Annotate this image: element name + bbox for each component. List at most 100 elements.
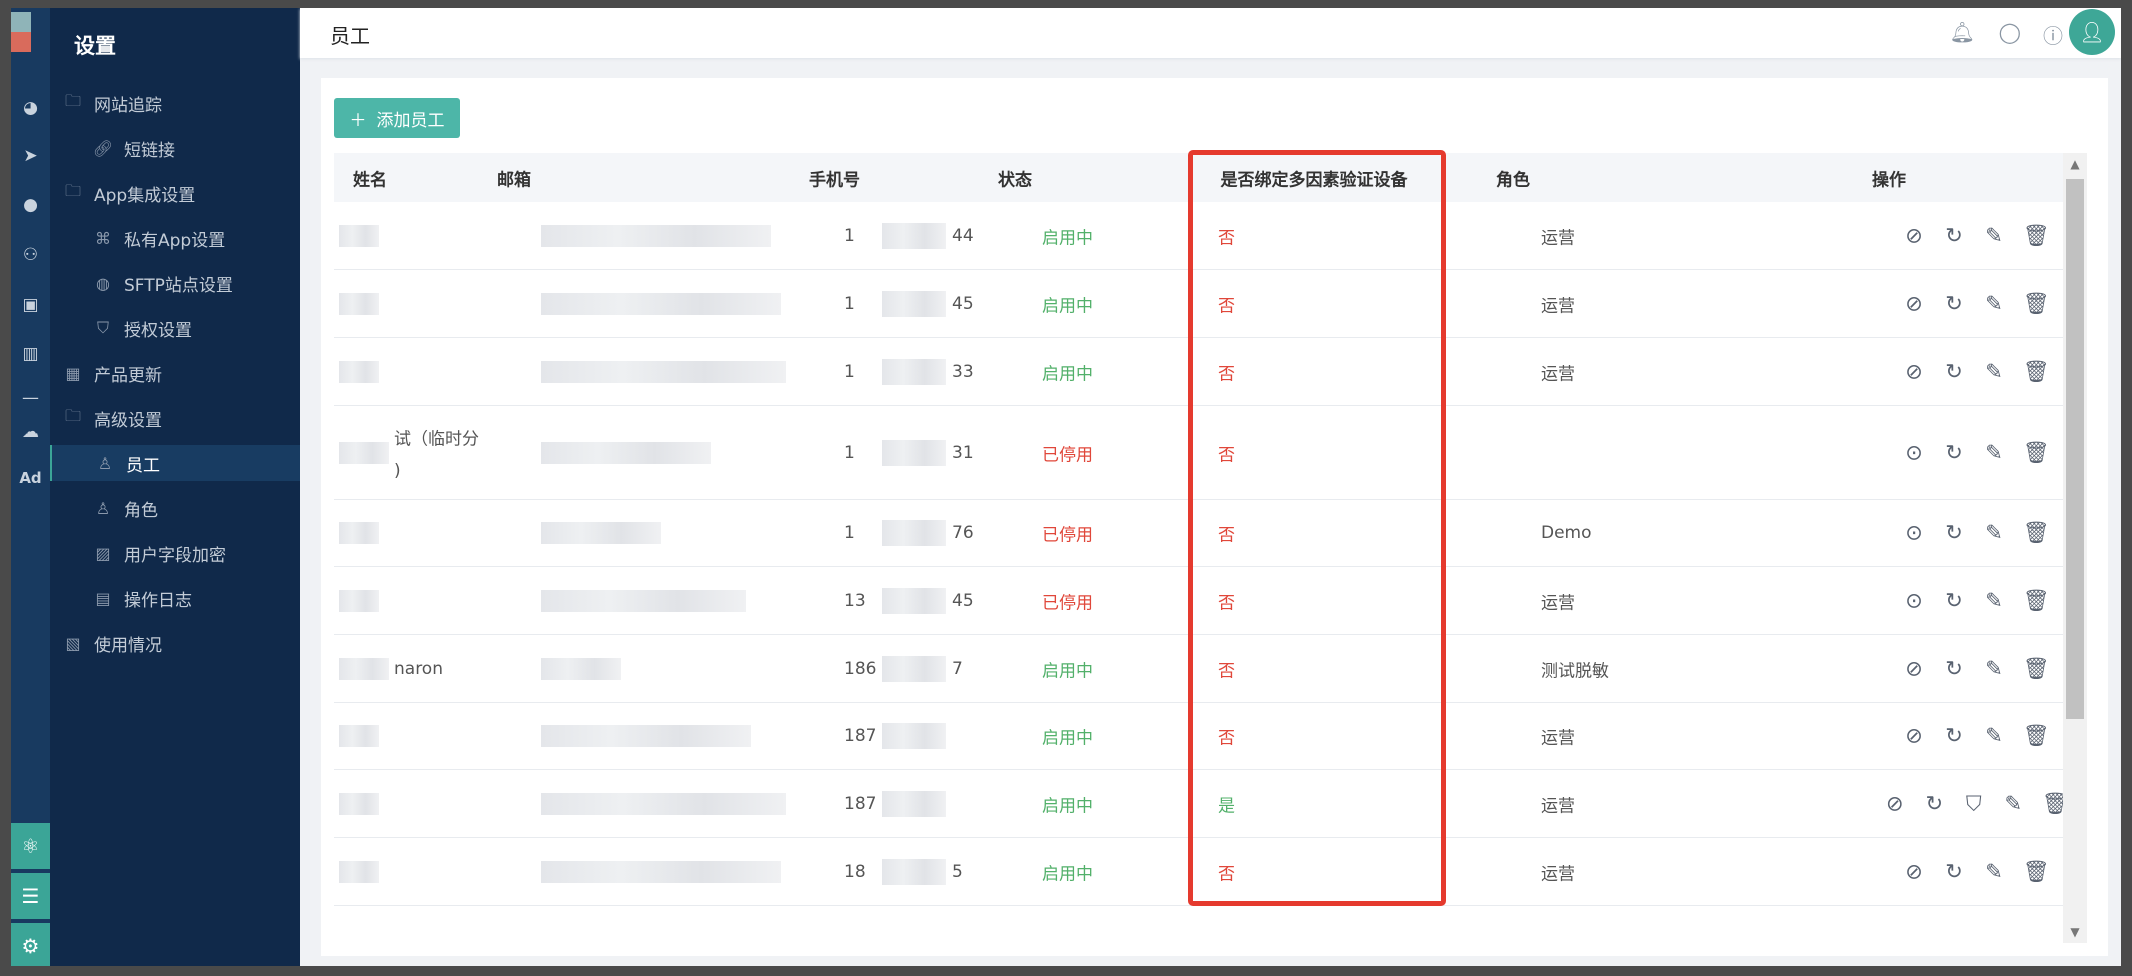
reset-password-icon[interactable]: ↻ [1945, 723, 1963, 748]
sidebar-item-label: 网站追踪 [94, 95, 162, 116]
user-icon[interactable]: ● [23, 195, 38, 215]
disable-icon[interactable]: ⊘ [1905, 291, 1923, 315]
sidebar-item[interactable]: ◍ SFTP站点设置 [50, 265, 300, 301]
enable-icon[interactable]: ⊙ [1905, 520, 1923, 545]
delete-icon[interactable]: 🗑︎ [2023, 359, 2050, 383]
status-text: 启用中 [1042, 364, 1093, 384]
network-icon[interactable]: ⚛ [11, 823, 50, 869]
delete-icon[interactable]: 🗑︎ [2023, 520, 2050, 545]
name-redacted [339, 522, 379, 544]
bar-chart-icon[interactable]: ▥ [22, 344, 39, 364]
sidebar-item[interactable]: ⌘ 私有App设置 [50, 220, 300, 256]
edit-icon[interactable]: ✎ [1985, 223, 2003, 247]
scroll-up-icon[interactable]: ▲ [2070, 157, 2080, 171]
phone-prefix: 1 [844, 293, 855, 314]
delete-icon[interactable]: 🗑︎ [2023, 656, 2050, 680]
delete-icon[interactable]: 🗑︎ [2023, 440, 2050, 464]
disable-icon[interactable]: ⊘ [1905, 723, 1923, 748]
edit-icon[interactable]: ✎ [1985, 859, 2003, 883]
sidebar-item-label: 短链接 [124, 140, 175, 161]
sidebar-item[interactable]: ♙ 员工 [50, 445, 300, 481]
avatar[interactable]: 👤︎ [2069, 9, 2115, 55]
table-row: 试（临时分) 1 31 已停用 否 ⊙ ↻ ✎ 🗑︎ [334, 406, 2076, 500]
edit-icon[interactable]: ✎ [1985, 656, 2003, 680]
edit-icon[interactable]: ✎ [1985, 520, 2003, 545]
help-icon[interactable]: ⓘ [2043, 24, 2063, 48]
status-text: 已停用 [1042, 593, 1093, 613]
delete-icon[interactable]: 🗑︎ [2023, 723, 2050, 748]
role-text: 运营 [1541, 364, 1575, 384]
dashboard-icon[interactable]: ◕ [23, 98, 38, 118]
column-header: 角色 [1496, 170, 1530, 190]
edit-icon[interactable]: ✎ [1985, 440, 2003, 464]
bookmark-icon[interactable]: ▣ [22, 295, 39, 315]
sidebar-item[interactable]: ▧ 使用情况 [50, 625, 300, 661]
disable-icon[interactable]: ⊘ [1905, 656, 1923, 680]
sidebar-item[interactable]: 🔗︎ 短链接 [50, 130, 300, 166]
enable-icon[interactable]: ⊙ [1905, 588, 1923, 612]
reset-password-icon[interactable]: ↻ [1945, 291, 1963, 315]
reset-password-icon[interactable]: ↻ [1945, 520, 1963, 545]
reset-password-icon[interactable]: ↻ [1945, 440, 1963, 464]
sidebar-item[interactable]: ▨ 用户字段加密 [50, 535, 300, 571]
edit-icon[interactable]: ✎ [1985, 723, 2003, 748]
disable-icon[interactable]: ⊘ [1905, 223, 1923, 247]
sidebar-item-label: 产品更新 [94, 365, 162, 386]
sidebar-item[interactable]: ▦ 产品更新 [50, 355, 300, 391]
bell-icon[interactable]: 🔔︎ [1949, 20, 1975, 44]
phone-redacted [882, 222, 946, 249]
users-icon[interactable]: ⚇ [22, 245, 39, 265]
disable-icon[interactable]: ⊘ [1905, 859, 1923, 883]
sidebar-item[interactable]: 🗀 网站追踪 [50, 85, 300, 121]
name-redacted [339, 589, 379, 612]
sidebar-title: 设置 [74, 34, 116, 58]
reset-password-icon[interactable]: ↻ [1945, 588, 1963, 612]
name-redacted [339, 360, 379, 383]
delete-icon[interactable]: 🗑︎ [2042, 791, 2069, 815]
reset-password-icon[interactable]: ↻ [1925, 791, 1944, 815]
chat-icon[interactable]: ◯ [1998, 20, 2021, 44]
mfa-unbind-icon[interactable]: ⛉ [1965, 791, 1982, 815]
sidebar-item[interactable]: 🗀 高级设置 [50, 400, 300, 436]
send-icon[interactable]: ➤ [23, 146, 38, 166]
add-employee-button[interactable]: ＋ 添加员工 [334, 98, 460, 138]
reset-password-icon[interactable]: ↻ [1945, 656, 1963, 680]
table-scrollbar[interactable]: ▲ ▼ [2063, 153, 2087, 943]
row-actions: ⊙ ↻ ✎ 🗑︎ [1884, 521, 2064, 546]
edit-icon[interactable]: ✎ [1985, 291, 2003, 315]
reset-password-icon[interactable]: ↻ [1945, 859, 1963, 883]
gear-icon[interactable]: ⚙ [11, 923, 50, 966]
sidebar-item-label: 角色 [124, 500, 158, 521]
scroll-down-icon[interactable]: ▼ [2070, 925, 2080, 939]
sidebar-item[interactable]: ▤ 操作日志 [50, 580, 300, 616]
sidebar-item[interactable]: 🗀 App集成设置 [50, 175, 300, 211]
delete-icon[interactable]: 🗑︎ [2023, 291, 2050, 315]
disable-icon[interactable]: ⊘ [1905, 359, 1923, 383]
edit-icon[interactable]: ✎ [2004, 791, 2023, 815]
wechat-icon[interactable]: ☁ [22, 422, 39, 442]
mfa-status: 否 [1218, 228, 1235, 248]
folder-icon: 🗀 [64, 405, 81, 425]
delete-icon[interactable]: 🗑︎ [2023, 588, 2050, 612]
row-actions: ⊘ ↻ ✎ 🗑︎ [1884, 859, 2064, 884]
delete-icon[interactable]: 🗑︎ [2023, 859, 2050, 883]
enable-icon[interactable]: ⊙ [1905, 440, 1923, 464]
disable-icon[interactable]: ⊘ [1885, 791, 1904, 815]
reset-password-icon[interactable]: ↻ [1945, 359, 1963, 383]
table-row: 1 44 启用中 否 运营 ⊘ ↻ ✎ 🗑︎ [334, 202, 2076, 270]
status-text: 启用中 [1042, 228, 1093, 248]
status-text: 启用中 [1042, 728, 1093, 749]
column-header: 姓名 [353, 170, 387, 190]
email-redacted [541, 224, 771, 247]
ad-icon[interactable]: Ad [19, 469, 42, 487]
edit-icon[interactable]: ✎ [1985, 588, 2003, 612]
sidebar-item[interactable]: ♙ 角色 [50, 490, 300, 526]
reset-password-icon[interactable]: ↻ [1945, 223, 1963, 247]
sidebar-item[interactable]: ⛉ 授权设置 [50, 310, 300, 346]
list-icon[interactable]: ☰ [11, 873, 50, 919]
delete-icon[interactable]: 🗑︎ [2023, 223, 2050, 247]
scrollbar-thumb[interactable] [2066, 179, 2084, 719]
table-row-partial [334, 906, 2076, 943]
edit-icon[interactable]: ✎ [1985, 359, 2003, 383]
email-redacted [541, 292, 781, 315]
